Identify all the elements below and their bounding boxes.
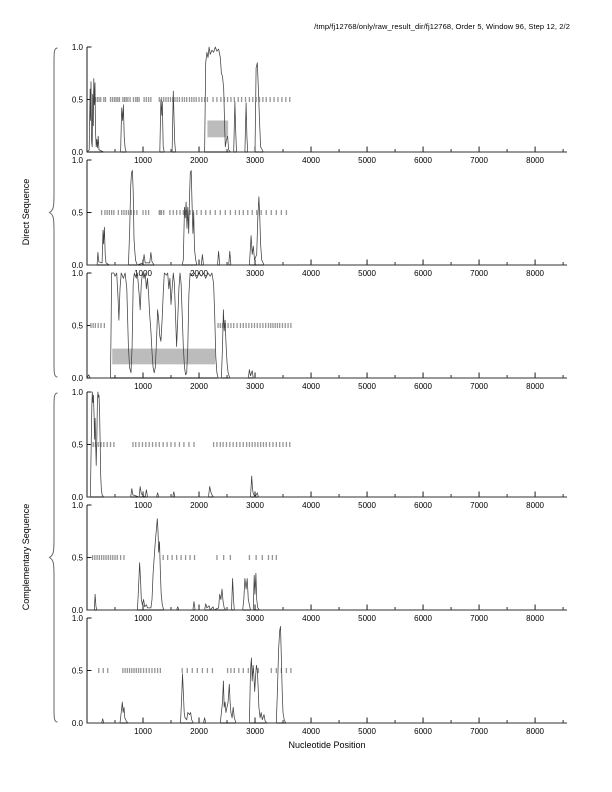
x-tick-label: 5000 (358, 501, 376, 510)
predicted-region-box (112, 348, 216, 365)
direct-sequence-brace-icon (44, 47, 60, 378)
probability-curve (87, 170, 567, 266)
y-tick-label: 0.5 (72, 553, 84, 562)
x-tick-label: 4000 (302, 501, 320, 510)
x-tick-label: 7000 (470, 727, 488, 736)
panel-5-chart: 1000 2000 3000 4000 5000 6000 7000 8000 1.0 0.5 0.… (72, 501, 567, 623)
y-tick-label: 0.0 (72, 374, 84, 383)
y-tick-label: 1.0 (72, 269, 84, 278)
x-tick-label: 4000 (302, 269, 320, 278)
axes: 1000 2000 3000 4000 5000 6000 7000 8000 1.0 0.5 0.… (72, 388, 567, 510)
panel-2-chart: 1000 2000 3000 4000 5000 6000 7000 8000 1.0 0.5 0.… (72, 156, 567, 278)
axes: 1000 2000 3000 4000 5000 6000 7000 8000 1.0 0.5 0.… (72, 156, 567, 278)
codon-markers (92, 442, 291, 447)
y-tick-label: 0.5 (72, 95, 84, 104)
probability-curve (87, 391, 567, 498)
x-tick-label: 1000 (134, 727, 152, 736)
x-tick-label: 3000 (246, 727, 264, 736)
y-tick-label: 1.0 (72, 501, 84, 510)
x-tick-label: 4000 (302, 156, 320, 165)
y-tick-label: 0.5 (72, 321, 84, 330)
x-tick-label: 5000 (358, 727, 376, 736)
x-tick-label: 1000 (134, 269, 152, 278)
x-tick-label: 4000 (302, 614, 320, 623)
y-tick-label: 0.5 (72, 666, 84, 675)
x-tick-label: 3000 (246, 501, 264, 510)
x-tick-label: 7000 (470, 269, 488, 278)
y-tick-label: 1.0 (72, 156, 84, 165)
x-tick-label: 8000 (526, 269, 544, 278)
panel-6-chart: 1000 2000 3000 4000 5000 6000 7000 8000 1.0 0.5 0.… (72, 614, 567, 736)
panel-1-chart: 1000 2000 3000 4000 5000 6000 7000 8000 1.0 0.5 0.… (72, 43, 567, 165)
complementary-sequence-brace-icon (44, 392, 60, 723)
x-tick-label: 1000 (134, 501, 152, 510)
probability-curve (87, 626, 567, 724)
x-tick-label: 3000 (246, 382, 264, 391)
x-tick-label: 8000 (526, 614, 544, 623)
axes: 1000 2000 3000 4000 5000 6000 7000 8000 1.0 0.5 0.… (72, 614, 567, 736)
x-tick-label: 5000 (358, 156, 376, 165)
x-tick-label: 5000 (358, 382, 376, 391)
codon-markers (91, 555, 277, 560)
codon-markers (92, 97, 291, 102)
x-tick-label: 8000 (526, 501, 544, 510)
probability-curve (86, 272, 567, 379)
axes: 1000 2000 3000 4000 5000 6000 7000 8000 1.0 0.5 0.… (72, 43, 567, 165)
x-tick-label: 4000 (302, 382, 320, 391)
y-tick-label: 0.0 (72, 148, 84, 157)
y-tick-label: 0.0 (72, 606, 84, 615)
x-tick-label: 8000 (526, 727, 544, 736)
x-tick-label: 2000 (190, 614, 208, 623)
x-tick-label: 1000 (134, 156, 152, 165)
y-tick-label: 0.0 (72, 493, 84, 502)
x-tick-label: 7000 (470, 501, 488, 510)
probability-curve (87, 518, 567, 611)
x-tick-label: 2000 (190, 727, 208, 736)
y-tick-label: 0.0 (72, 719, 84, 728)
panel-3-chart: 1000 2000 3000 4000 5000 6000 7000 8000 1.0 0.5 0.… (72, 269, 567, 391)
probability-curve (86, 46, 567, 153)
x-tick-label: 3000 (246, 156, 264, 165)
x-tick-label: 3000 (246, 269, 264, 278)
codon-markers (98, 668, 292, 673)
x-tick-label: 6000 (414, 614, 432, 623)
panel-4-chart: 1000 2000 3000 4000 5000 6000 7000 8000 1.0 0.5 0.… (72, 388, 567, 510)
codon-markers (100, 210, 288, 215)
y-tick-label: 0.5 (72, 208, 84, 217)
x-tick-label: 7000 (470, 614, 488, 623)
x-tick-label: 6000 (414, 382, 432, 391)
y-tick-label: 0.5 (72, 440, 84, 449)
x-axis-title: Nucleotide Position (288, 740, 366, 750)
predicted-region-box (207, 120, 229, 138)
x-tick-label: 5000 (358, 269, 376, 278)
x-tick-label: 7000 (470, 156, 488, 165)
x-tick-label: 8000 (526, 382, 544, 391)
y-tick-label: 1.0 (72, 388, 84, 397)
y-tick-label: 0.0 (72, 261, 84, 270)
x-tick-label: 1000 (134, 382, 152, 391)
x-tick-label: 6000 (414, 501, 432, 510)
x-tick-label: 3000 (246, 614, 264, 623)
x-tick-label: 2000 (190, 382, 208, 391)
plot-title: /tmp/fj12768/only/raw_result_dir/fj12768… (314, 22, 570, 31)
x-tick-label: 1000 (134, 614, 152, 623)
y-tick-label: 1.0 (72, 43, 84, 52)
x-tick-label: 6000 (414, 269, 432, 278)
x-tick-label: 2000 (190, 156, 208, 165)
x-tick-label: 2000 (190, 501, 208, 510)
y-tick-label: 1.0 (72, 614, 84, 623)
x-tick-label: 5000 (358, 614, 376, 623)
x-tick-label: 6000 (414, 727, 432, 736)
x-tick-label: 4000 (302, 727, 320, 736)
x-tick-label: 8000 (526, 156, 544, 165)
x-tick-label: 6000 (414, 156, 432, 165)
codon-markers (90, 323, 292, 328)
x-tick-label: 7000 (470, 382, 488, 391)
